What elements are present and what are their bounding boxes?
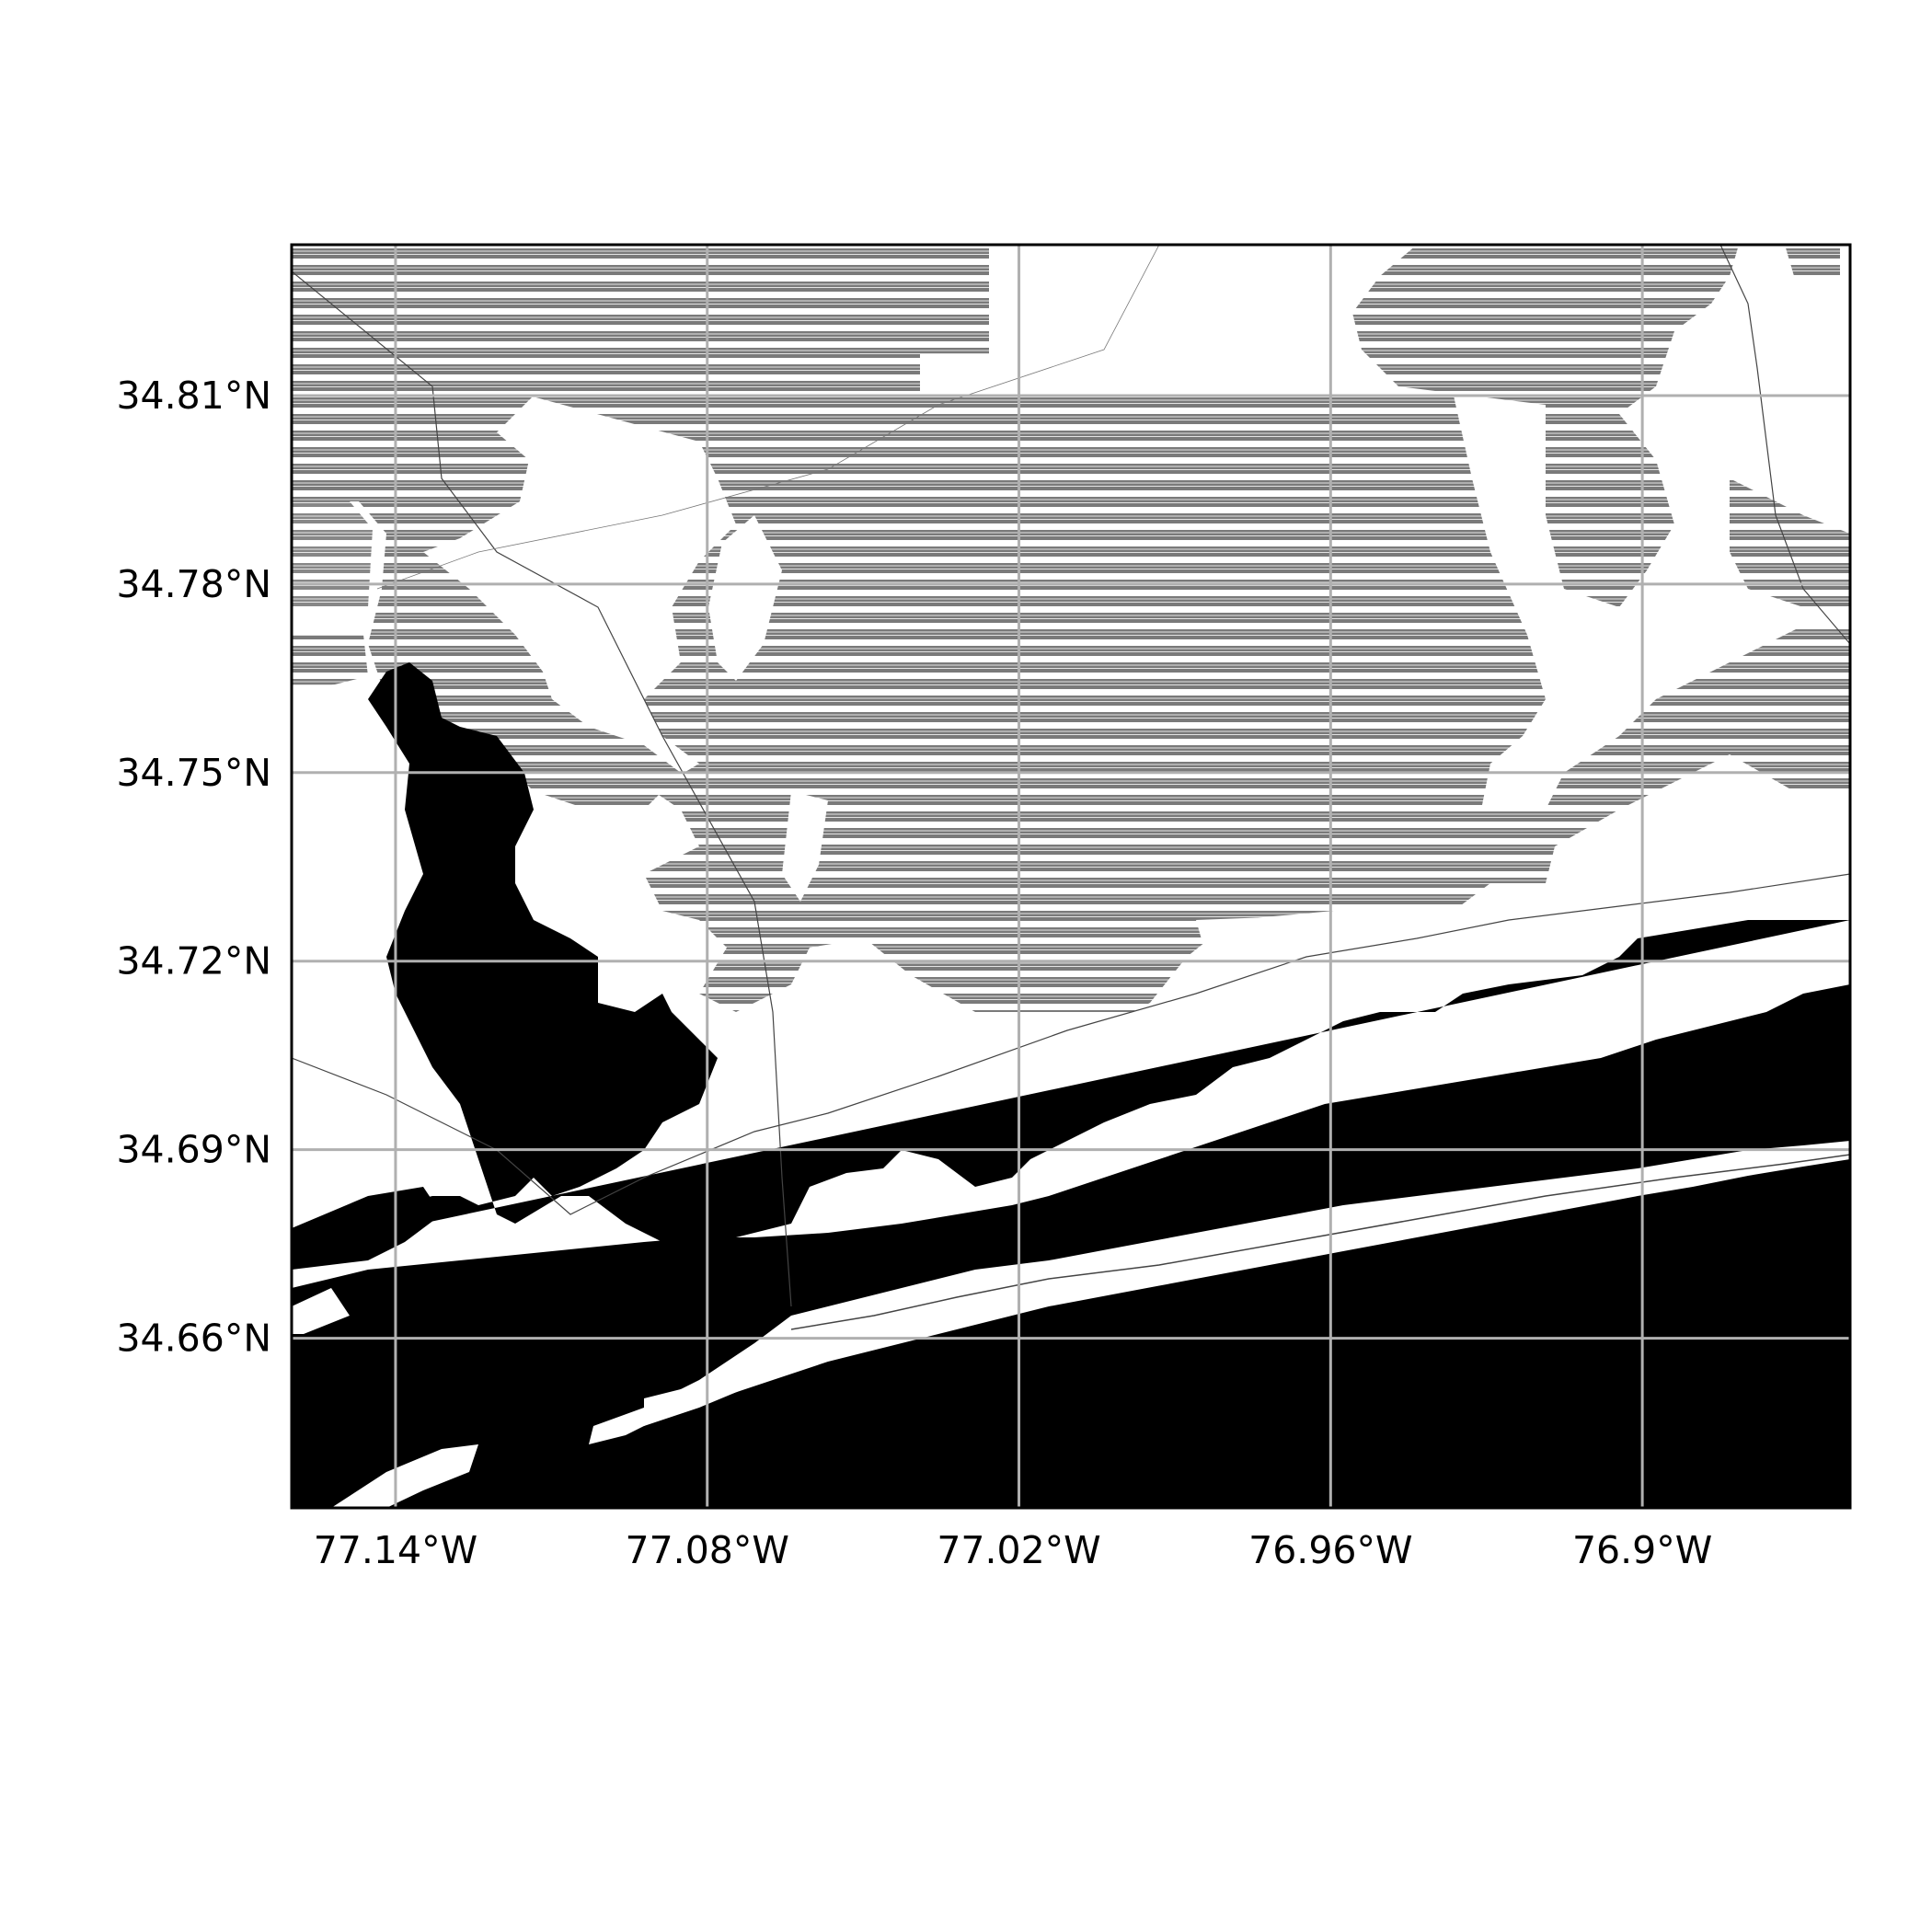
x-tick-label: 77.08°W xyxy=(626,1528,789,1572)
plot-frame xyxy=(290,243,1852,1510)
x-tick-label: 77.14°W xyxy=(314,1528,477,1572)
gridlines xyxy=(292,245,1850,1508)
y-axis-tick-labels: 34.81°N 34.78°N 34.75°N 34.72°N 34.69°N 34.66… xyxy=(116,374,271,1361)
y-tick-label: 34.78°N xyxy=(116,562,271,606)
y-tick-label: 34.69°N xyxy=(116,1128,271,1172)
x-tick-label: 76.96°W xyxy=(1248,1528,1412,1572)
x-axis-tick-labels: 77.14°W 77.08°W 77.02°W 76.96°W 76.9°W xyxy=(314,1528,1713,1572)
x-tick-label: 76.9°W xyxy=(1572,1528,1712,1572)
y-tick-label: 34.81°N xyxy=(116,374,271,418)
map-plot-area[interactable] xyxy=(292,245,1850,1508)
x-tick-label: 77.02°W xyxy=(937,1528,1100,1572)
water-body xyxy=(292,662,1850,1508)
y-tick-label: 34.75°N xyxy=(116,751,271,795)
y-tick-label: 34.66°N xyxy=(116,1317,271,1361)
roads xyxy=(292,245,1850,1330)
y-tick-label: 34.72°N xyxy=(116,939,271,983)
